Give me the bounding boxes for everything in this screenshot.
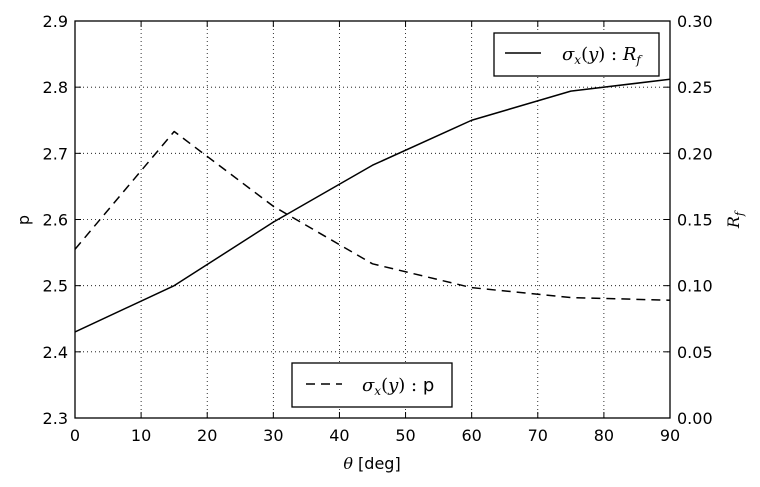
legend-p-box	[291, 362, 453, 408]
y-left-tick-label: 2.6	[43, 211, 68, 230]
legend-rf: σx(y) : Rf	[493, 32, 660, 77]
x-axis-label-symbol: θ	[343, 454, 353, 473]
x-tick-label: 60	[461, 426, 481, 445]
x-tick-label: 0	[70, 426, 80, 445]
x-tick-label: 20	[197, 426, 217, 445]
x-tick-labels: 0 10 20 30 40 50 60 70 80 90	[70, 426, 680, 445]
series-p-line	[75, 130, 670, 301]
legend-p: σx(y) : p	[291, 362, 453, 408]
y-left-tick-label: 2.9	[43, 12, 68, 31]
y-left-tick-label: 2.4	[43, 343, 68, 362]
plot-background	[75, 21, 670, 418]
y-right-tick-label: 0.00	[677, 409, 713, 428]
y-right-tick-label: 0.30	[677, 12, 713, 31]
y-left-axis-label: p	[14, 215, 33, 225]
y-right-tick-label: 0.10	[677, 277, 713, 296]
y-left-tick-label: 2.3	[43, 409, 68, 428]
legend-rf-box	[493, 32, 660, 77]
x-axis-label-unit: [deg]	[353, 454, 401, 473]
legend-p-text: σx(y) : p	[362, 375, 434, 398]
x-tick-label: 40	[329, 426, 349, 445]
y-left-tick-label: 2.5	[43, 277, 68, 296]
x-tick-label: 90	[660, 426, 680, 445]
y-left-tick-label: 2.8	[43, 78, 68, 97]
x-tick-label: 30	[263, 426, 283, 445]
y-left-tick-labels: 2.3 2.4 2.5 2.6 2.7 2.8 2.9	[43, 12, 68, 428]
series-rf-line	[75, 78, 670, 333]
y-right-tick-label: 0.20	[677, 144, 713, 163]
y-right-axis-label: Rf	[724, 210, 746, 229]
ticks	[74, 20, 671, 419]
legend-rf-text: σx(y) : Rf	[562, 44, 643, 67]
x-tick-label: 70	[528, 426, 548, 445]
y-right-tick-label: 0.05	[677, 343, 713, 362]
y-right-tick-labels: 0.00 0.05 0.10 0.15 0.20 0.25 0.30	[677, 12, 713, 428]
y-left-tick-label: 2.7	[43, 144, 68, 163]
y-right-tick-label: 0.25	[677, 78, 713, 97]
series-layer	[75, 78, 670, 333]
y-right-tick-label: 0.15	[677, 211, 713, 230]
x-tick-label: 80	[594, 426, 614, 445]
x-tick-label: 50	[395, 426, 415, 445]
x-axis-label: θ [deg]	[343, 454, 400, 473]
x-tick-label: 10	[131, 426, 151, 445]
